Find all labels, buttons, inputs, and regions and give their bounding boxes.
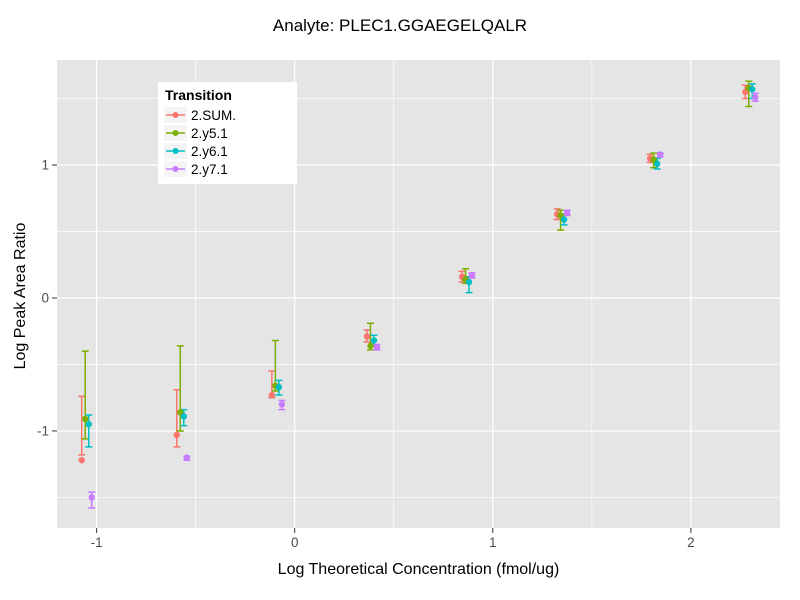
x-axis-title: Log Theoretical Concentration (fmol/ug)	[277, 561, 560, 578]
legend-item-2-y5-1: 2.y5.1	[164, 124, 289, 142]
legend-item-2-y7-1: 2.y7.1	[164, 160, 289, 178]
data-point-2-y7-1	[88, 494, 95, 501]
data-point-2-y6-1	[560, 216, 568, 223]
x-tick-label: -1	[91, 535, 103, 550]
x-tick-label: 0	[291, 535, 299, 550]
data-point-2-y5-1	[82, 415, 89, 423]
data-point-2-sum	[363, 333, 371, 340]
y-tick-label: 0	[41, 290, 49, 305]
legend-key-icon	[164, 161, 187, 177]
legend-rows: 2.SUM. 2.y5.1 2.y6.1 2.y7.1	[164, 106, 289, 178]
legend-item-label: 2.y7.1	[191, 161, 228, 177]
data-point-2-y6-1	[85, 421, 92, 428]
legend-item-2-sum: 2.SUM.	[164, 106, 289, 124]
legend-key-icon	[164, 125, 187, 141]
legend-item-label: 2.SUM.	[191, 107, 237, 123]
legend-key-icon	[164, 107, 187, 123]
data-point-2-sum	[78, 456, 85, 464]
x-tick-label: 2	[687, 535, 695, 550]
y-tick-label: -1	[37, 423, 49, 438]
legend: Transition 2.SUM. 2.y5.1 2.y6.1 2.y7.1	[158, 82, 297, 184]
data-point-2-y6-1	[654, 160, 661, 167]
data-point-2-sum	[268, 391, 276, 399]
legend-key-icon	[164, 143, 187, 159]
data-point-2-y5-1	[367, 342, 374, 350]
data-point-2-sum	[173, 431, 180, 439]
data-point-2-y7-1	[468, 272, 476, 279]
legend-item-2-y6-1: 2.y6.1	[164, 142, 289, 160]
errorbar-2-y5-1	[81, 350, 89, 440]
data-point-2-y7-1	[752, 94, 759, 101]
data-point-2-y7-1	[563, 209, 571, 217]
data-point-2-y7-1	[278, 401, 286, 408]
legend-item-label: 2.y5.1	[191, 125, 228, 141]
errorbar-2-y6-1	[85, 414, 93, 448]
data-point-2-y7-1	[657, 151, 664, 158]
errorbar-2-sum	[78, 395, 86, 456]
y-axis-title: Log Peak Area Ratio	[12, 222, 29, 370]
data-point-2-y6-1	[180, 413, 187, 420]
y-tick-label: 1	[41, 158, 49, 173]
errorbar-point-glyph	[166, 130, 185, 136]
legend-item-label: 2.y6.1	[191, 143, 228, 159]
x-tick-label: 1	[489, 535, 497, 550]
data-point-2-y7-1	[183, 454, 190, 461]
legend-title: Transition	[165, 87, 232, 103]
data-point-2-y6-1	[370, 337, 378, 344]
data-point-2-y7-1	[373, 343, 381, 351]
errorbar-point-glyph	[166, 112, 185, 118]
errorbar-point-glyph	[166, 148, 185, 154]
data-point-2-y6-1	[749, 86, 756, 93]
data-point-2-y6-1	[275, 383, 283, 391]
errorbar-point-glyph	[166, 166, 185, 172]
errorbar-2-y5-1	[176, 345, 184, 432]
data-point-2-y6-1	[465, 278, 473, 286]
chart-title: Analyte: PLEC1.GGAEGELQALR	[272, 16, 528, 35]
